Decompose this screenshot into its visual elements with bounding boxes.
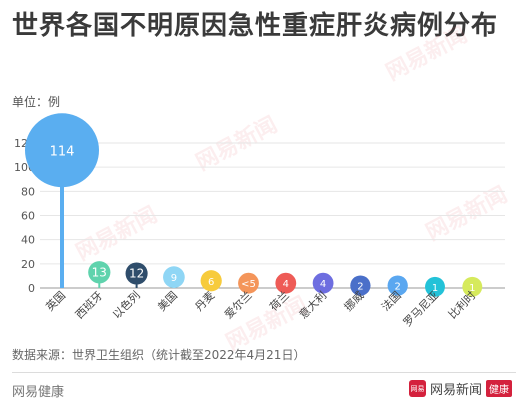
brand-tag: 健康 [486, 380, 512, 397]
data-label: 9 [171, 273, 177, 284]
lollipop-bubble [387, 275, 408, 296]
brand-name: 网易新闻 [429, 383, 482, 398]
lollipop-bubble [88, 261, 111, 284]
brand-right: 网易 网易新闻 健康 [408, 379, 512, 398]
x-tick-label: 美国 [155, 289, 180, 314]
lollipop-bubble [425, 276, 445, 297]
x-tick-label: 比利时 [446, 289, 479, 322]
watermark: 网易新闻 [382, 22, 472, 86]
data-label: 4 [283, 279, 289, 290]
data-label: 6 [208, 277, 214, 288]
data-label: 4 [320, 279, 326, 290]
data-label: 12 [129, 267, 144, 281]
lollipop-bubble [350, 275, 371, 296]
lollipop-bubble [125, 262, 148, 285]
data-label: 2 [395, 282, 401, 293]
lollipop-bubble [25, 113, 99, 188]
brand-left: 网易健康 [12, 385, 65, 400]
y-tick-label: 40 [21, 234, 35, 247]
y-tick-label: 20 [21, 258, 35, 271]
data-label: 1 [432, 283, 438, 294]
divider [12, 372, 516, 373]
lollipop-bubble [238, 272, 259, 294]
x-tick-label: 爱尔兰 [222, 289, 255, 322]
lollipop-bubble [163, 266, 185, 288]
data-label: 13 [92, 265, 107, 279]
watermark: 网易新闻 [192, 112, 282, 176]
data-label: 114 [50, 144, 75, 159]
plot-area: 114 13 12 9 6 <5 4 4 2 2 1 1 [25, 113, 483, 297]
lollipop-bubble [275, 272, 297, 294]
brand-logo-icon: 网易 [408, 380, 426, 397]
x-tick-label: 丹麦 [193, 289, 218, 314]
watermark: 网易新闻 [72, 202, 162, 266]
lollipop-bubble [200, 270, 222, 292]
data-label: 1 [469, 283, 475, 294]
data-label: <5 [241, 279, 256, 290]
data-source: 数据来源：世界卫生组织（统计截至2022年4月21日） [12, 348, 306, 362]
y-tick-label: 60 [21, 210, 35, 223]
data-label: 2 [357, 282, 363, 293]
y-tick-label: 0 [28, 282, 35, 295]
chart-title: 世界各国不明原因急性重症肝炎病例分布 [12, 11, 499, 41]
unit-label: 单位：例 [12, 95, 61, 109]
x-tick-label: 罗马尼亚 [401, 289, 441, 329]
x-tick-label: 以色列 [109, 288, 142, 321]
lollipop-bubble [312, 272, 334, 294]
y-tick-label: 80 [21, 185, 35, 198]
lollipop-bubble [462, 276, 483, 297]
x-tick-label: 西班牙 [73, 289, 106, 322]
x-tick-label: 英国 [43, 288, 68, 313]
